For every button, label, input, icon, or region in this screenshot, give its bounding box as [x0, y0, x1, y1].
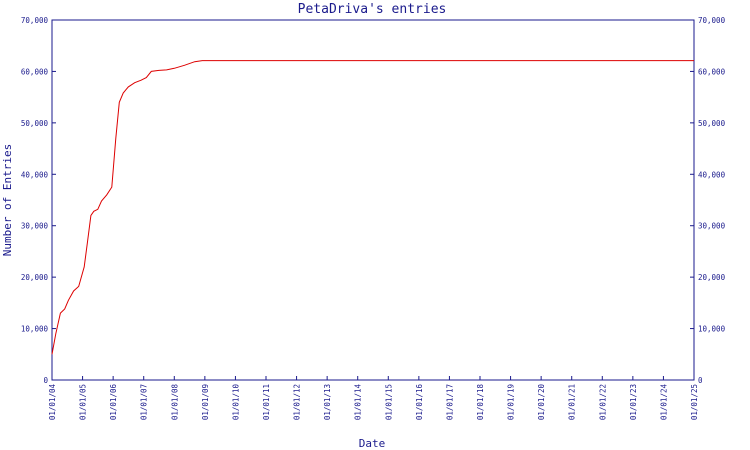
- x-tick-label: 01/01/17: [445, 384, 454, 420]
- x-tick-label: 01/01/12: [293, 384, 302, 420]
- y-tick-label-left: 40,000: [21, 170, 49, 179]
- x-tick-label: 01/01/15: [384, 384, 393, 420]
- x-tick-label: 01/01/05: [79, 384, 88, 420]
- y-tick-label-right: 50,000: [698, 119, 726, 128]
- x-tick-label: 01/01/04: [48, 384, 57, 421]
- y-tick-label-right: 0: [698, 376, 703, 385]
- y-tick-label-left: 20,000: [21, 273, 49, 282]
- x-tick-label: 01/01/19: [507, 384, 516, 420]
- y-tick-label-right: 30,000: [698, 222, 726, 231]
- y-tick-label-right: 60,000: [698, 67, 726, 76]
- x-tick-label: 01/01/11: [262, 384, 271, 420]
- x-tick-label: 01/01/06: [109, 384, 118, 421]
- y-axis-left: 0 10,000 20,000 30,000 40,000 50,000 60,000 70,…: [21, 16, 56, 385]
- x-tick-label: 01/01/14: [354, 384, 363, 421]
- x-tick-label: 01/01/24: [659, 384, 668, 421]
- series-line: [51, 60, 694, 355]
- chart-title: PetaDriva's entries: [298, 2, 447, 17]
- x-tick-label: 01/01/08: [170, 384, 179, 421]
- plot-frame: [51, 19, 695, 381]
- x-tick-label: 01/01/21: [568, 384, 577, 420]
- x-axis-label: Date: [359, 437, 386, 450]
- x-axis: 01/01/04 01/01/05 01/01/06 01/01/07 01/01/08…: [48, 376, 699, 420]
- y-tick-label-left: 50,000: [21, 119, 49, 128]
- y-axis-label: Number of Entries: [1, 144, 14, 257]
- x-tick-label: 01/01/18: [476, 384, 485, 421]
- x-tick-label: 01/01/22: [598, 384, 607, 420]
- series-layer: [51, 60, 694, 355]
- x-tick-label: 01/01/23: [629, 384, 638, 420]
- y-tick-label-left: 70,000: [21, 16, 49, 25]
- y-tick-label-left: 10,000: [21, 325, 49, 334]
- x-tick-label: 01/01/16: [415, 384, 424, 421]
- y-tick-label-right: 40,000: [698, 170, 726, 179]
- y-axis-right: 0 10,000 20,000 30,000 40,000 50,000 60,000 70,…: [690, 16, 726, 385]
- x-tick-label: 01/01/09: [201, 384, 210, 420]
- y-tick-label-left: 30,000: [21, 222, 49, 231]
- x-tick-label: 01/01/10: [231, 384, 240, 421]
- x-tick-label: 01/01/20: [537, 384, 546, 421]
- y-tick-label-right: 20,000: [698, 273, 726, 282]
- y-tick-label-right: 10,000: [698, 325, 726, 334]
- y-tick-label-left: 60,000: [21, 67, 49, 76]
- x-tick-label: 01/01/25: [690, 384, 699, 420]
- y-tick-label-left: 0: [43, 376, 48, 385]
- y-tick-label-right: 70,000: [698, 16, 726, 25]
- x-tick-label: 01/01/13: [323, 384, 332, 420]
- x-tick-label: 01/01/07: [140, 384, 149, 420]
